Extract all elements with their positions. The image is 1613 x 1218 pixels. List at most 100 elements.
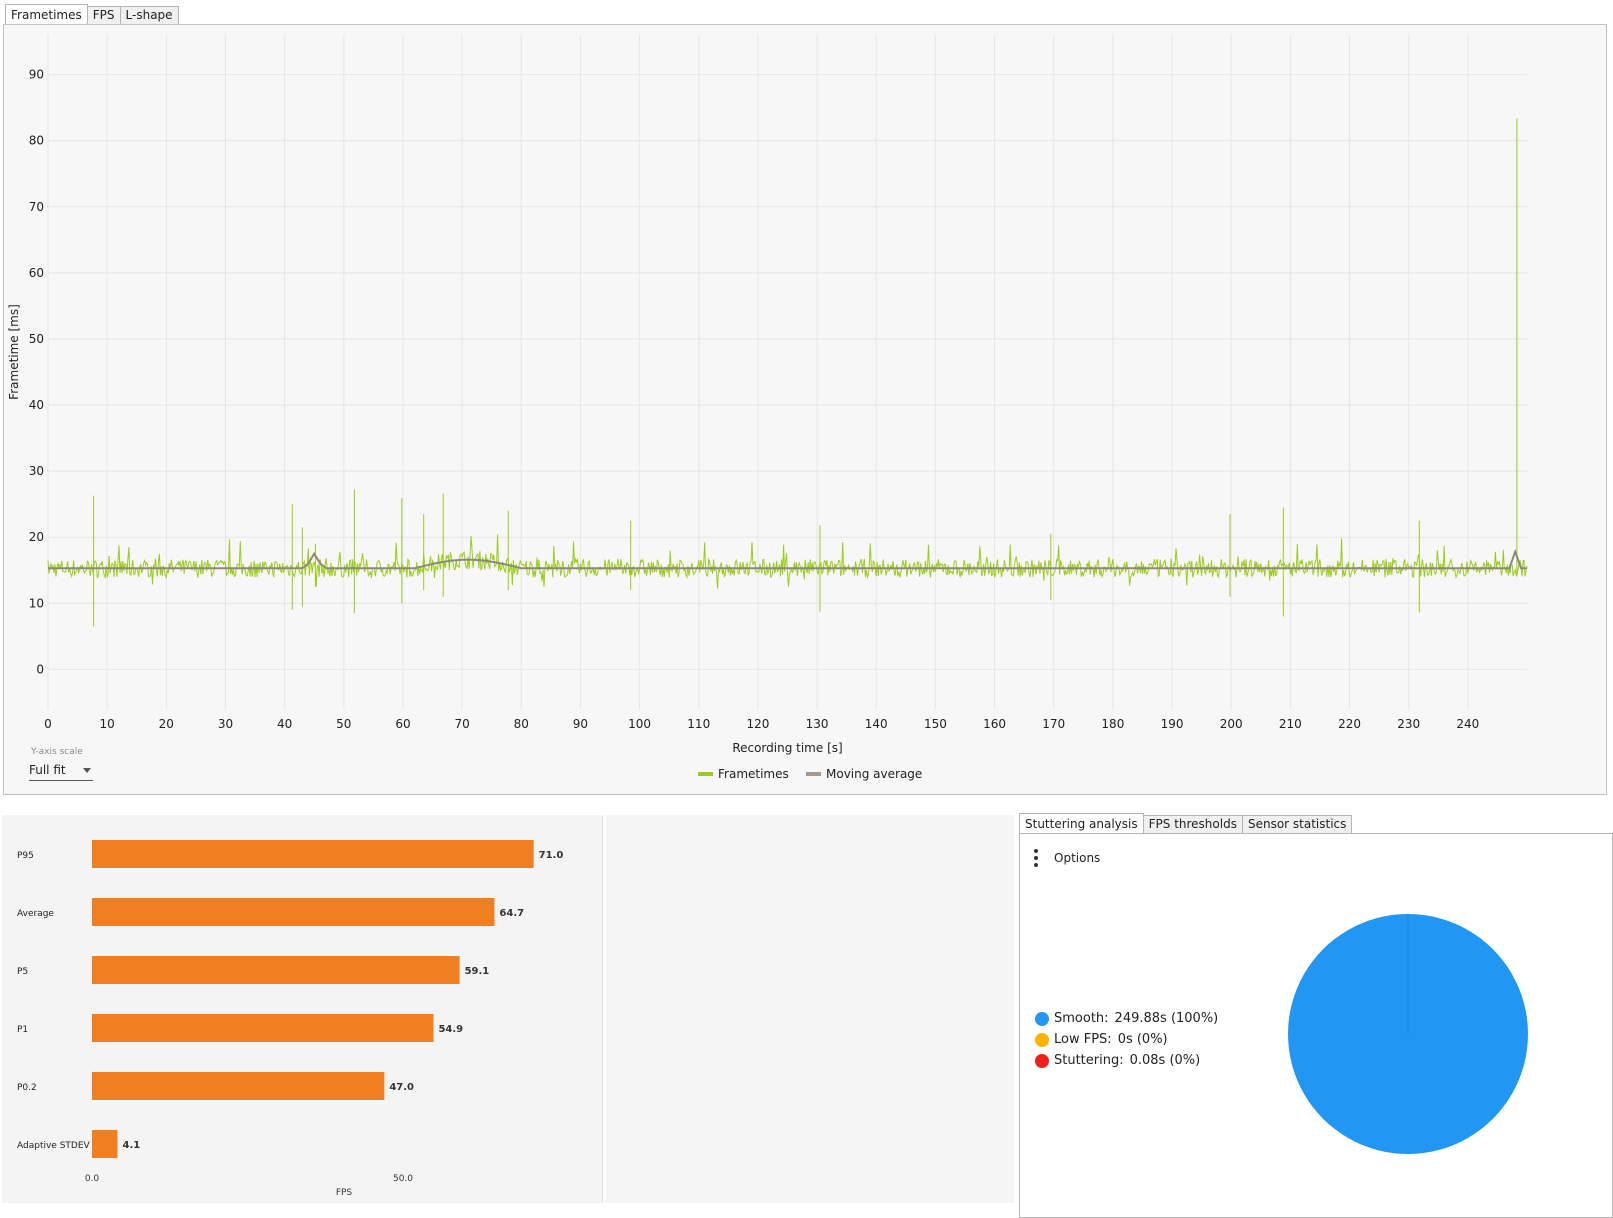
stutter-legend-stuttering: Stuttering: 0.08s (0%) <box>1035 1050 1218 1071</box>
fps-metrics-panel: P95 71.0 Average 64.7 P5 59.1 P1 54.9 P0.2 47.0 Ad… <box>2 815 603 1203</box>
y-axis-scale-dropdown[interactable]: Full fit <box>29 761 93 781</box>
x-tick-label: 170 <box>1042 717 1065 731</box>
tab-l-shape[interactable]: L-shape <box>120 6 179 24</box>
bar-category-label: P1 <box>17 1025 28 1035</box>
y-tick-label: 30 <box>29 464 44 478</box>
stutter-legend-smooth: Smooth: 249.88s (100%) <box>1035 1008 1218 1029</box>
x-tick-label: 0 <box>44 717 52 731</box>
x-tick-label: 10 <box>100 717 115 731</box>
bar <box>92 956 460 984</box>
y-tick-label: 0 <box>36 662 44 676</box>
x-tick-label: 140 <box>865 717 888 731</box>
bar-category-label: Average <box>17 909 54 919</box>
stutter-legend-low-fps-value: 0s (0%) <box>1118 1032 1168 1047</box>
bar-category-label: P0.2 <box>17 1083 37 1093</box>
x-tick-label: 230 <box>1397 717 1420 731</box>
y-axis-scale-label: Y-axis scale <box>31 747 83 757</box>
x-tick-label: 130 <box>806 717 829 731</box>
bar <box>92 1130 118 1158</box>
y-tick-label: 10 <box>29 596 44 610</box>
x-tick-label: 30 <box>218 717 233 731</box>
x-tick-label: 40 <box>277 717 292 731</box>
bar <box>92 840 534 868</box>
stutter-legend-low-fps: Low FPS: 0s (0%) <box>1035 1029 1218 1050</box>
x-tick-label: 80 <box>514 717 529 731</box>
empty-panel <box>606 815 1014 1203</box>
bar <box>92 1014 433 1042</box>
fps-metrics-bar-chart: P95 71.0 Average 64.7 P5 59.1 P1 54.9 P0.2 47.0 Ad… <box>2 815 602 1203</box>
y-tick-label: 40 <box>29 398 44 412</box>
x-axis-title: FPS <box>336 1188 353 1198</box>
stutter-legend: Smooth: 249.88s (100%) Low FPS: 0s (0%) … <box>1035 1008 1218 1071</box>
stuttering-pie-chart <box>1286 912 1530 1156</box>
y-tick-label: 70 <box>29 200 44 214</box>
bar-value-label: 59.1 <box>465 966 490 977</box>
legend-item-frametimes: Frametimes <box>698 767 789 781</box>
bar <box>92 1072 384 1100</box>
x-tick-label: 0.0 <box>85 1174 100 1184</box>
x-tick-label: 90 <box>573 717 588 731</box>
bar-category-label: P5 <box>17 967 28 977</box>
analysis-panel: Stuttering analysis FPS thresholds Senso… <box>1019 815 1613 1206</box>
y-axis-title: Frametime [ms] <box>7 304 21 400</box>
tab-sensor-statistics[interactable]: Sensor statistics <box>1242 815 1352 833</box>
x-tick-label: 210 <box>1279 717 1302 731</box>
low-fps-color-dot <box>1035 1033 1049 1047</box>
stutter-legend-low-fps-name: Low FPS: <box>1054 1032 1112 1047</box>
stutter-legend-smooth-name: Smooth: <box>1054 1011 1109 1026</box>
frametime-chart: 0 10 20 30 40 50 60 70 80 90 0 10 20 30 40 50 60 70 80 90 10… <box>4 25 1606 794</box>
x-tick-label: 180 <box>1101 717 1124 731</box>
bar-value-label: 64.7 <box>499 908 524 919</box>
stuttering-color-dot <box>1035 1054 1049 1068</box>
y-tick-label: 60 <box>29 266 44 280</box>
y-tick-label: 50 <box>29 332 44 346</box>
x-axis-title: Recording time [s] <box>732 741 842 755</box>
chart-tabs: Frametimes FPS L-shape <box>5 6 178 24</box>
x-tick-label: 240 <box>1456 717 1479 731</box>
y-tick-label: 80 <box>29 134 44 148</box>
x-tick-label: 20 <box>159 717 174 731</box>
y-tick-label: 20 <box>29 530 44 544</box>
legend-label-frametimes: Frametimes <box>718 767 789 781</box>
x-tick-label: 160 <box>983 717 1006 731</box>
options-button[interactable]: Options <box>1034 849 1100 867</box>
x-tick-label: 50.0 <box>393 1174 413 1184</box>
legend-item-moving-average: Moving average <box>806 767 922 781</box>
legend-swatch-moving-average <box>806 772 821 776</box>
bar-category-label: Adaptive STDEV <box>17 1141 91 1151</box>
x-tick-label: 100 <box>628 717 651 731</box>
bar-value-label: 4.1 <box>123 1140 141 1151</box>
tab-fps-thresholds[interactable]: FPS thresholds <box>1143 815 1243 833</box>
x-tick-label: 190 <box>1161 717 1184 731</box>
kebab-menu-icon <box>1034 849 1038 867</box>
analysis-tabs: Stuttering analysis FPS thresholds Senso… <box>1019 815 1351 833</box>
options-label: Options <box>1054 851 1100 865</box>
bar-value-label: 71.0 <box>539 850 564 861</box>
stuttering-analysis-content: Options Smooth: 249.88s (100%) Low FPS: … <box>1019 833 1613 1218</box>
x-tick-label: 200 <box>1220 717 1243 731</box>
x-tick-label: 110 <box>687 717 710 731</box>
bar-value-label: 54.9 <box>438 1024 463 1035</box>
y-axis-scale-value: Full fit <box>29 763 66 777</box>
stutter-legend-stuttering-value: 0.08s (0%) <box>1130 1053 1201 1068</box>
tab-fps[interactable]: FPS <box>87 6 121 24</box>
stutter-legend-stuttering-name: Stuttering: <box>1054 1053 1124 1068</box>
x-tick-label: 50 <box>336 717 351 731</box>
tab-frametimes[interactable]: Frametimes <box>5 4 88 24</box>
bar <box>92 898 494 926</box>
smooth-color-dot <box>1035 1012 1049 1026</box>
legend-swatch-frametimes <box>698 772 713 776</box>
chevron-down-icon <box>83 768 91 773</box>
x-tick-label: 120 <box>746 717 769 731</box>
x-tick-label: 60 <box>395 717 410 731</box>
y-tick-label: 90 <box>29 68 44 82</box>
bar-value-label: 47.0 <box>389 1082 414 1093</box>
plot-area <box>48 35 1527 709</box>
x-tick-label: 150 <box>924 717 947 731</box>
tab-stuttering-analysis[interactable]: Stuttering analysis <box>1019 813 1144 833</box>
x-tick-label: 70 <box>454 717 469 731</box>
bar-category-label: P95 <box>17 851 34 861</box>
x-tick-label: 220 <box>1338 717 1361 731</box>
stutter-legend-smooth-value: 249.88s (100%) <box>1115 1011 1219 1026</box>
frametime-chart-panel: 0 10 20 30 40 50 60 70 80 90 0 10 20 30 40 50 60 70 80 90 10… <box>3 24 1607 795</box>
